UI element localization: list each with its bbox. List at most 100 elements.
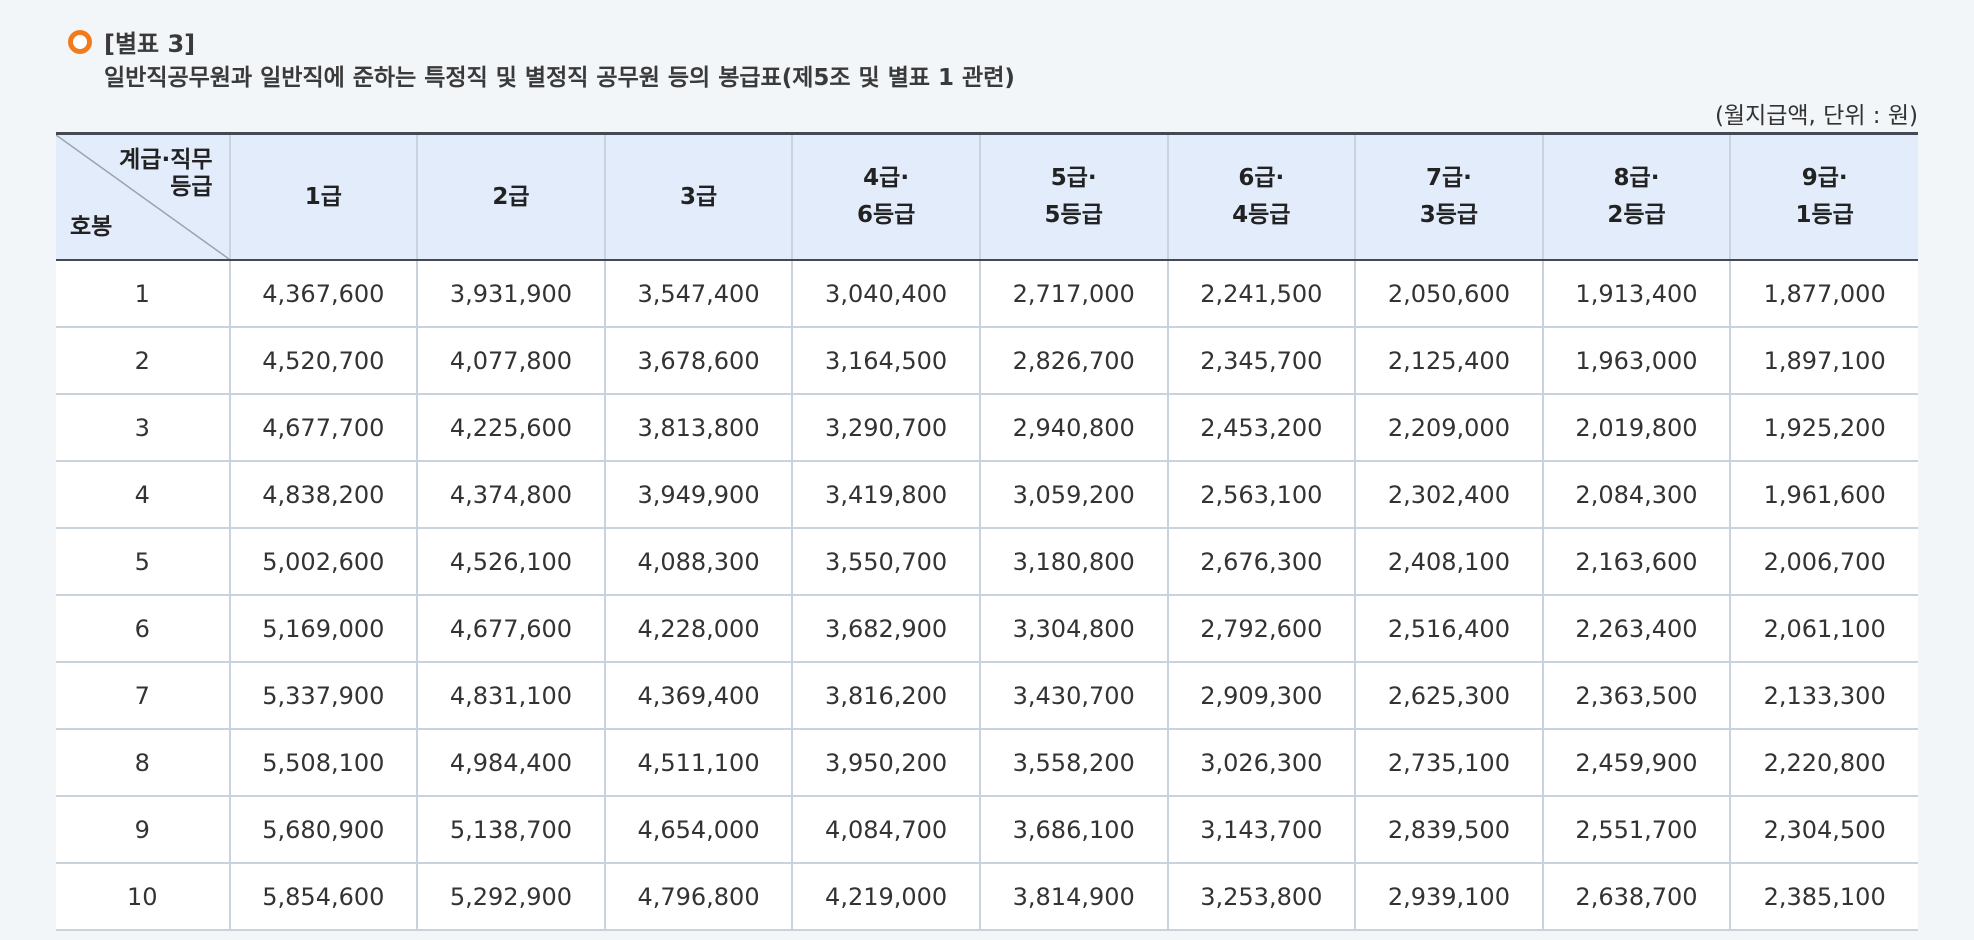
salary-cell: 2,133,300 (1730, 662, 1918, 730)
column-header-3: 3급 (604, 135, 794, 261)
salary-cell: 2,220,800 (1730, 729, 1918, 797)
salary-cell: 2,735,100 (1355, 729, 1544, 797)
step-cell: 6 (56, 595, 231, 663)
salary-cell: 2,084,300 (1542, 461, 1732, 529)
salary-cell: 3,814,900 (979, 863, 1169, 931)
column-header-1: 1급 (229, 135, 419, 261)
salary-cell: 5,002,600 (229, 528, 419, 596)
corner-grade-label: 계급·직무 (119, 147, 213, 173)
table-row: 5 5,002,600 4,526,100 4,088,300 3,550,700 3,1… (56, 528, 1918, 596)
salary-cell: 2,050,600 (1355, 260, 1544, 328)
column-header-grade: 9급· (1801, 165, 1848, 191)
column-header-7: 7급· 3등급 (1355, 135, 1544, 261)
diagonal-divider (56, 135, 228, 258)
salary-table-container: 계급·직무 등급 호봉 1급 2급 3급 4급· 6등급 5급· 5등급 6급· 4등급 7급· 3… (56, 132, 1918, 940)
column-header-2: 2급 (417, 135, 606, 261)
salary-cell: 1,897,100 (1730, 327, 1918, 395)
salary-cell: 5,508,100 (229, 729, 419, 797)
column-header-grade: 4급· (863, 165, 910, 191)
salary-cell: 2,676,300 (1167, 528, 1357, 596)
corner-header-cell: 계급·직무 등급 호봉 (56, 135, 231, 261)
salary-cell: 3,026,300 (1167, 729, 1357, 797)
salary-cell: 1,961,600 (1730, 461, 1918, 529)
column-header-8: 8급· 2등급 (1542, 135, 1732, 261)
salary-cell: 5,292,900 (417, 863, 606, 931)
salary-cell: 4,526,100 (417, 528, 606, 596)
step-cell: 2 (56, 327, 231, 395)
salary-cell: 2,826,700 (979, 327, 1169, 395)
salary-cell: 5,138,700 (417, 796, 606, 864)
salary-cell: 3,430,700 (979, 662, 1169, 730)
column-header-grade: 6급· (1238, 165, 1285, 191)
salary-cell: 3,164,500 (792, 327, 981, 395)
salary-cell: 1,913,400 (1542, 260, 1732, 328)
step-cell: 8 (56, 729, 231, 797)
table-row: 1 4,367,600 3,931,900 3,547,400 3,040,400 2,7… (56, 260, 1918, 328)
salary-cell: 3,180,800 (979, 528, 1169, 596)
salary-cell: 3,253,800 (1167, 863, 1357, 931)
salary-cell: 3,949,900 (604, 461, 794, 529)
salary-cell: 2,304,500 (1730, 796, 1918, 864)
salary-cell: 3,550,700 (792, 528, 981, 596)
heading-row: [별표 3] (68, 24, 195, 59)
column-header-6: 6급· 4등급 (1167, 135, 1357, 261)
salary-cell: 2,909,300 (1167, 662, 1357, 730)
step-cell: 4 (56, 461, 231, 529)
salary-cell: 4,374,800 (417, 461, 606, 529)
table-row: 3 4,677,700 4,225,600 3,813,800 3,290,700 2,9… (56, 394, 1918, 462)
corner-top-label: 계급·직무 등급 (119, 147, 212, 201)
table-row: 6 5,169,000 4,677,600 4,228,000 3,682,900 3,3… (56, 595, 1918, 663)
table-row: 4 4,838,200 4,374,800 3,949,900 3,419,800 3,0… (56, 461, 1918, 529)
column-header-grade: 8급· (1613, 165, 1660, 191)
document-title: 일반직공무원과 일반직에 준하는 특정직 및 별정직 공무원 등의 봉급표(제5… (104, 65, 1015, 91)
salary-cell: 1,925,200 (1730, 394, 1918, 462)
salary-cell: 3,682,900 (792, 595, 981, 663)
salary-cell: 4,228,000 (604, 595, 794, 663)
column-header-9: 9급· 1등급 (1730, 135, 1918, 261)
salary-cell: 4,225,600 (417, 394, 606, 462)
salary-cell: 2,940,800 (979, 394, 1169, 462)
salary-cell: 4,838,200 (229, 461, 419, 529)
salary-cell: 3,143,700 (1167, 796, 1357, 864)
salary-cell: 4,677,700 (229, 394, 419, 462)
step-cell: 9 (56, 796, 231, 864)
column-header-rank: 3등급 (1419, 202, 1479, 228)
salary-cell: 2,792,600 (1167, 595, 1357, 663)
column-header-grade: 5급· (1050, 165, 1097, 191)
unit-note: (월지급액, 단위 : 원) (1714, 103, 1918, 129)
table-row: 2 4,520,700 4,077,800 3,678,600 3,164,500 2,8… (56, 327, 1918, 395)
salary-cell: 4,796,800 (604, 863, 794, 931)
salary-cell: 2,263,400 (1542, 595, 1732, 663)
column-header-5: 5급· 5등급 (979, 135, 1169, 261)
column-header-rank: 6등급 (856, 202, 916, 228)
salary-cell: 3,678,600 (604, 327, 794, 395)
table-row: 7 5,337,900 4,831,100 4,369,400 3,816,200 3,4… (56, 662, 1918, 730)
table-body: 1 4,367,600 3,931,900 3,547,400 3,040,400 2,7… (56, 260, 1918, 931)
salary-cell: 3,816,200 (792, 662, 981, 730)
salary-cell: 1,963,000 (1542, 327, 1732, 395)
salary-cell: 4,077,800 (417, 327, 606, 395)
salary-cell: 2,551,700 (1542, 796, 1732, 864)
salary-cell: 4,831,100 (417, 662, 606, 730)
column-header-grade: 2급 (492, 183, 530, 210)
column-header-rank: 4등급 (1232, 202, 1291, 228)
salary-cell: 3,040,400 (792, 260, 981, 328)
corner-step-label: 호봉 (70, 214, 113, 240)
salary-cell: 2,302,400 (1355, 461, 1544, 529)
salary-cell: 2,345,700 (1167, 327, 1357, 395)
step-cell: 1 (56, 260, 231, 328)
salary-cell: 4,369,400 (604, 662, 794, 730)
salary-cell: 2,209,000 (1355, 394, 1544, 462)
salary-cell: 3,304,800 (979, 595, 1169, 663)
column-header-rank: 1등급 (1795, 202, 1854, 228)
salary-cell: 2,516,400 (1355, 595, 1544, 663)
table-row: 8 5,508,100 4,984,400 4,511,100 3,950,200 3,5… (56, 729, 1918, 797)
salary-cell: 2,453,200 (1167, 394, 1357, 462)
salary-cell: 5,337,900 (229, 662, 419, 730)
salary-cell: 4,088,300 (604, 528, 794, 596)
salary-cell: 4,084,700 (792, 796, 981, 864)
step-cell: 10 (56, 863, 231, 931)
salary-cell: 4,984,400 (417, 729, 606, 797)
salary-cell: 3,059,200 (979, 461, 1169, 529)
salary-cell: 5,169,000 (229, 595, 419, 663)
